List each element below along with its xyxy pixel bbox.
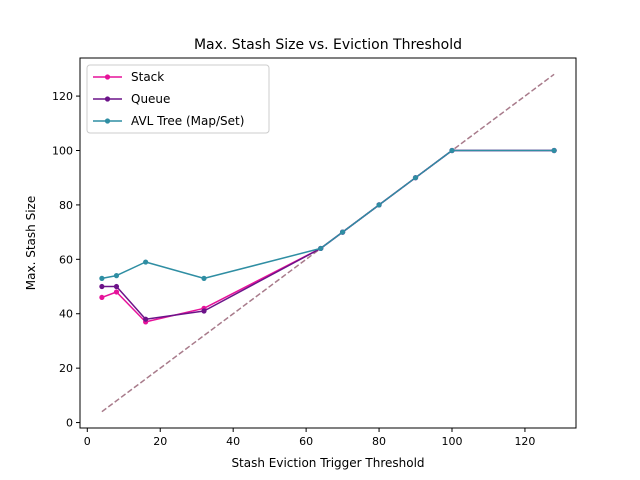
data-point: [99, 275, 105, 281]
x-tick-label: 0: [84, 435, 91, 448]
x-tick-label: 80: [372, 435, 386, 448]
data-point: [99, 283, 105, 290]
series-layer: [99, 147, 557, 325]
legend-label: Queue: [131, 92, 170, 106]
data-point: [113, 273, 120, 279]
series-3: [99, 147, 557, 281]
legend-box: [86, 64, 270, 134]
chart-title: Max. Stash Size vs. Eviction Threshold: [194, 37, 462, 53]
legend-label: Stack: [131, 70, 164, 84]
data-point: [449, 147, 455, 154]
y-tick-label: 40: [59, 308, 73, 321]
x-tick-label: 60: [299, 435, 313, 448]
y-tick-label: 20: [59, 362, 73, 375]
data-point: [412, 175, 419, 181]
data-point: [551, 147, 557, 154]
series-line: [101, 149, 555, 280]
legend-marker: [104, 118, 111, 124]
data-point: [113, 289, 120, 295]
data-point: [113, 283, 120, 290]
y-tick-label: 60: [59, 253, 73, 266]
y-tick-label: 0: [66, 417, 73, 430]
y-tick-label: 80: [59, 199, 73, 212]
x-tick-label: 100: [442, 435, 463, 448]
data-point: [143, 316, 149, 322]
data-point: [99, 294, 105, 301]
legend: Stack Queue AVL Tree (Map/Set): [86, 64, 270, 134]
data-point: [201, 275, 207, 281]
data-point: [201, 308, 207, 314]
x-axis-label: Stash Eviction Trigger Threshold: [231, 456, 424, 470]
y-tick-label: 120: [52, 90, 73, 103]
y-tick-label: 100: [52, 145, 73, 158]
x-tick-label: 20: [153, 435, 167, 448]
x-axis: 0 20 40 60 80 100 120: [84, 428, 535, 448]
y-axis-label: Max. Stash Size: [24, 196, 38, 290]
legend-label: AVL Tree (Map/Set): [131, 114, 244, 128]
legend-marker: [104, 96, 111, 102]
x-tick-label: 120: [514, 435, 535, 448]
data-point: [143, 259, 149, 265]
data-point: [339, 229, 346, 235]
x-tick-label: 40: [226, 435, 240, 448]
data-point: [376, 202, 382, 208]
y-axis: 0 20 40 60 80 100 120: [52, 90, 80, 430]
legend-marker: [104, 74, 111, 80]
data-point: [318, 245, 324, 252]
